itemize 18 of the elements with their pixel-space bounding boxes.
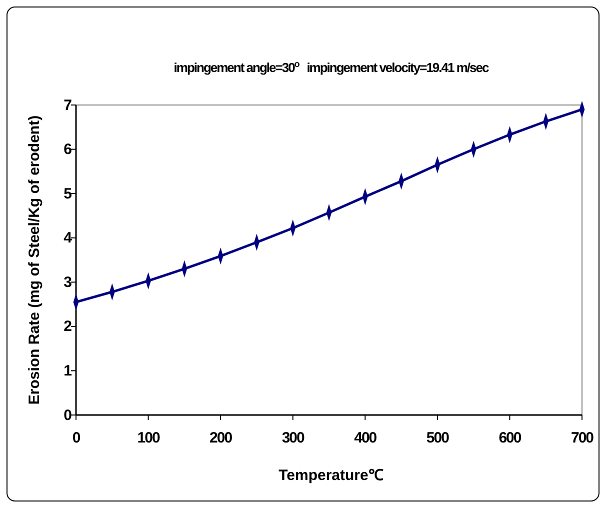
y-axis-title: Erosion Rate (mg of Steel/Kg of erodent) — [26, 115, 43, 405]
x-tick-label: 100 — [137, 430, 160, 446]
y-tick-label: 0 — [64, 406, 72, 424]
y-tick-label: 3 — [64, 274, 72, 291]
y-tick-label: 5 — [64, 185, 72, 202]
x-tick-label: 300 — [282, 430, 305, 446]
x-axis-title: Temperature℃ — [278, 467, 384, 484]
x-tick-label: 400 — [354, 430, 377, 446]
x-tick-label: 200 — [210, 430, 232, 446]
y-tick-label: 6 — [64, 141, 72, 158]
y-tick-label: 4 — [64, 230, 73, 247]
x-tick-label: 700 — [570, 430, 594, 446]
chart-title: impingement angle=30$^{o}$ impingement velocity=19.41 m/sec — [174, 59, 489, 75]
y-tick-label: 2 — [64, 318, 72, 336]
x-tick-label: 500 — [426, 430, 450, 446]
y-tick-label: 7 — [64, 96, 72, 114]
x-tick-label: 600 — [498, 430, 522, 446]
y-tick-label: 1 — [64, 362, 72, 380]
